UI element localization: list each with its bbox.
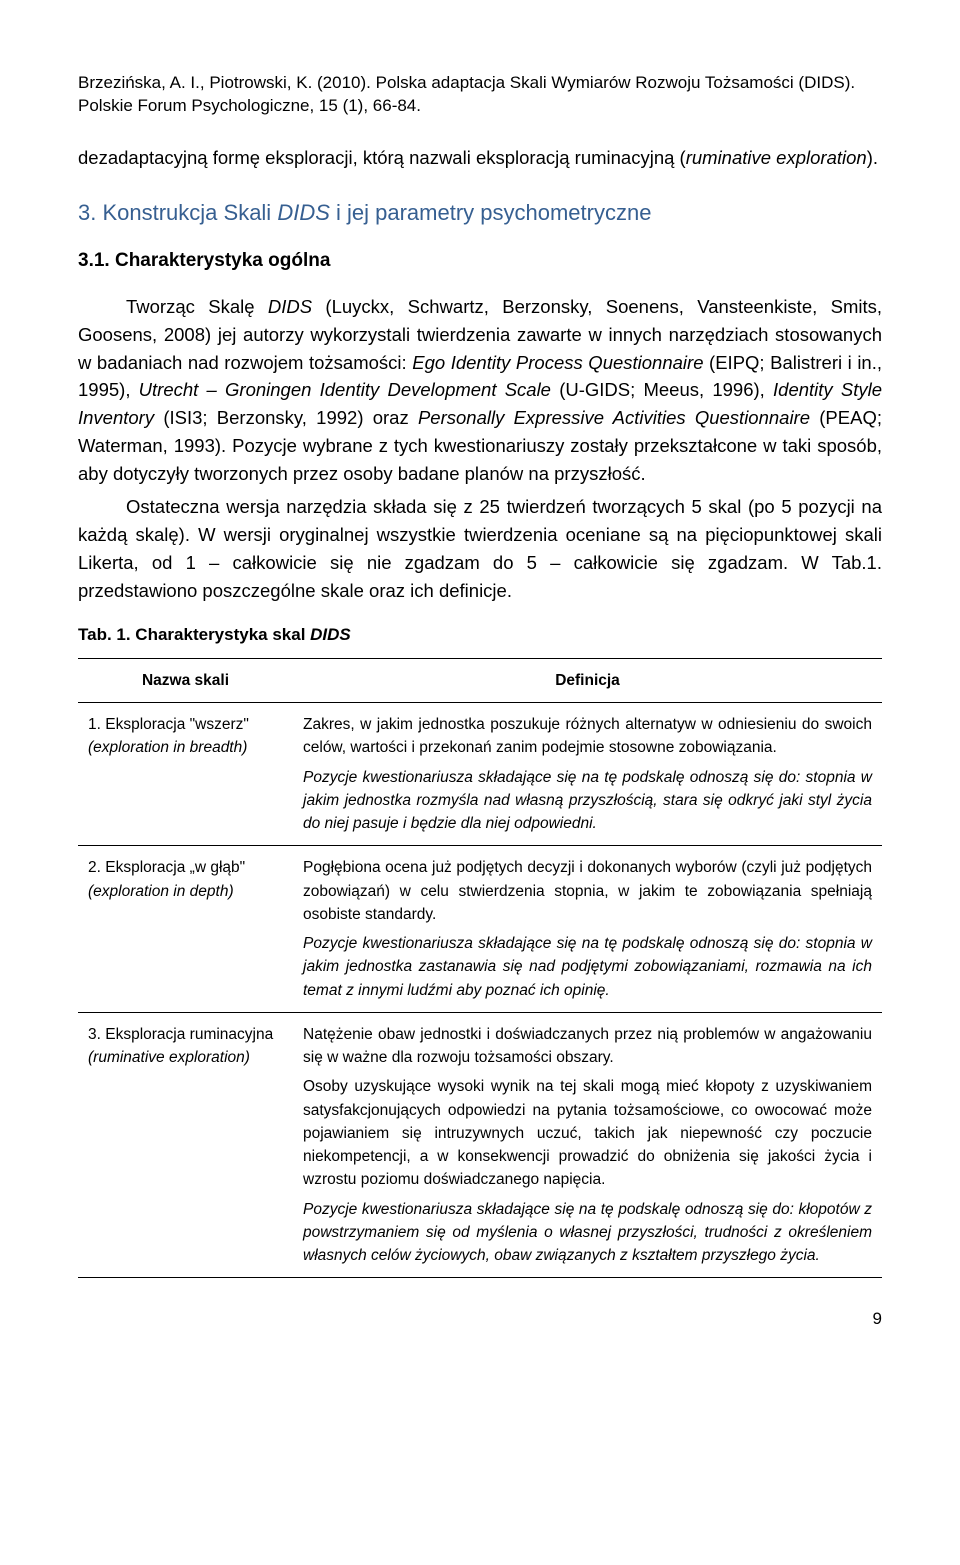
section-num: 3. Konstrukcja Skali <box>78 200 277 225</box>
page-header-citation: Brzezińska, A. I., Piotrowski, K. (2010)… <box>78 72 882 118</box>
subsection-heading: 3.1. Charakterystyka ogólna <box>78 247 882 276</box>
def-items: Pozycje kwestionariusza składające się n… <box>303 932 872 1002</box>
section-heading: 3. Konstrukcja Skali DIDS i jej parametr… <box>78 196 882 229</box>
table-row: 2. Eksploracja „w głąb" (exploration in … <box>78 846 882 1013</box>
scale-name-en: (exploration in breadth) <box>88 736 283 759</box>
body-paragraph-1: Tworząc Skalę DIDS (Luyckx, Schwartz, Be… <box>78 293 882 487</box>
scale-name-en: (exploration in depth) <box>88 880 283 903</box>
def-main: Pogłębiona ocena już podjętych decyzji i… <box>303 856 872 926</box>
p1-d: Ego Identity Process Questionnaire <box>412 352 703 373</box>
table-caption: Tab. 1. Charakterystyka skal DIDS <box>78 622 882 648</box>
p1-i: (ISI3; Berzonsky, 1992) oraz <box>154 407 418 428</box>
scale-def-cell: Zakres, w jakim jednostka poszukuje różn… <box>293 703 882 846</box>
intro-text-c: ). <box>867 147 878 168</box>
intro-text-a: dezadaptacyjną formę eksploracji, którą … <box>78 147 686 168</box>
table-row: 3. Eksploracja ruminacyjna (ruminative e… <box>78 1012 882 1278</box>
page-number: 9 <box>78 1306 882 1332</box>
def-extra: Osoby uzyskujące wysoki wynik na tej ska… <box>303 1075 872 1191</box>
def-items: Pozycje kwestionariusza składające się n… <box>303 1198 872 1268</box>
p1-a: Tworząc Skalę <box>126 296 268 317</box>
scale-name-cell: 3. Eksploracja ruminacyjna (ruminative e… <box>78 1012 293 1278</box>
scale-def-cell: Natężenie obaw jednostki i doświadczanyc… <box>293 1012 882 1278</box>
p1-g: (U-GIDS; Meeus, 1996), <box>551 379 773 400</box>
table-header-row: Nazwa skali Definicja <box>78 658 882 702</box>
p1-j: Personally Expressive Activities Questio… <box>418 407 810 428</box>
p1-f: Utrecht – Groningen Identity Development… <box>139 379 551 400</box>
def-items: Pozycje kwestionariusza składające się n… <box>303 766 872 836</box>
col-header-name: Nazwa skali <box>78 658 293 702</box>
caption-b: DIDS <box>310 625 351 644</box>
p1-b: DIDS <box>268 296 312 317</box>
scale-name-cell: 2. Eksploracja „w głąb" (exploration in … <box>78 846 293 1013</box>
scale-def-cell: Pogłębiona ocena już podjętych decyzji i… <box>293 846 882 1013</box>
col-header-def: Definicja <box>293 658 882 702</box>
body-paragraph-2: Ostateczna wersja narzędzia składa się z… <box>78 493 882 604</box>
section-italic: DIDS <box>277 200 330 225</box>
caption-a: Tab. 1. Charakterystyka skal <box>78 625 310 644</box>
section-rest: i jej parametry psychometryczne <box>330 200 652 225</box>
intro-text-b: ruminative exploration <box>686 147 867 168</box>
intro-paragraph: dezadaptacyjną formę eksploracji, którą … <box>78 144 882 172</box>
scale-name: 1. Eksploracja "wszerz" <box>88 713 283 736</box>
scale-name-en: (ruminative exploration) <box>88 1046 283 1069</box>
def-main: Natężenie obaw jednostki i doświadczanyc… <box>303 1023 872 1070</box>
scale-name: 2. Eksploracja „w głąb" <box>88 856 283 879</box>
def-main: Zakres, w jakim jednostka poszukuje różn… <box>303 713 872 760</box>
scales-table: Nazwa skali Definicja 1. Eksploracja "ws… <box>78 658 882 1279</box>
scale-name: 3. Eksploracja ruminacyjna <box>88 1023 283 1046</box>
scale-name-cell: 1. Eksploracja "wszerz" (exploration in … <box>78 703 293 846</box>
table-row: 1. Eksploracja "wszerz" (exploration in … <box>78 703 882 846</box>
